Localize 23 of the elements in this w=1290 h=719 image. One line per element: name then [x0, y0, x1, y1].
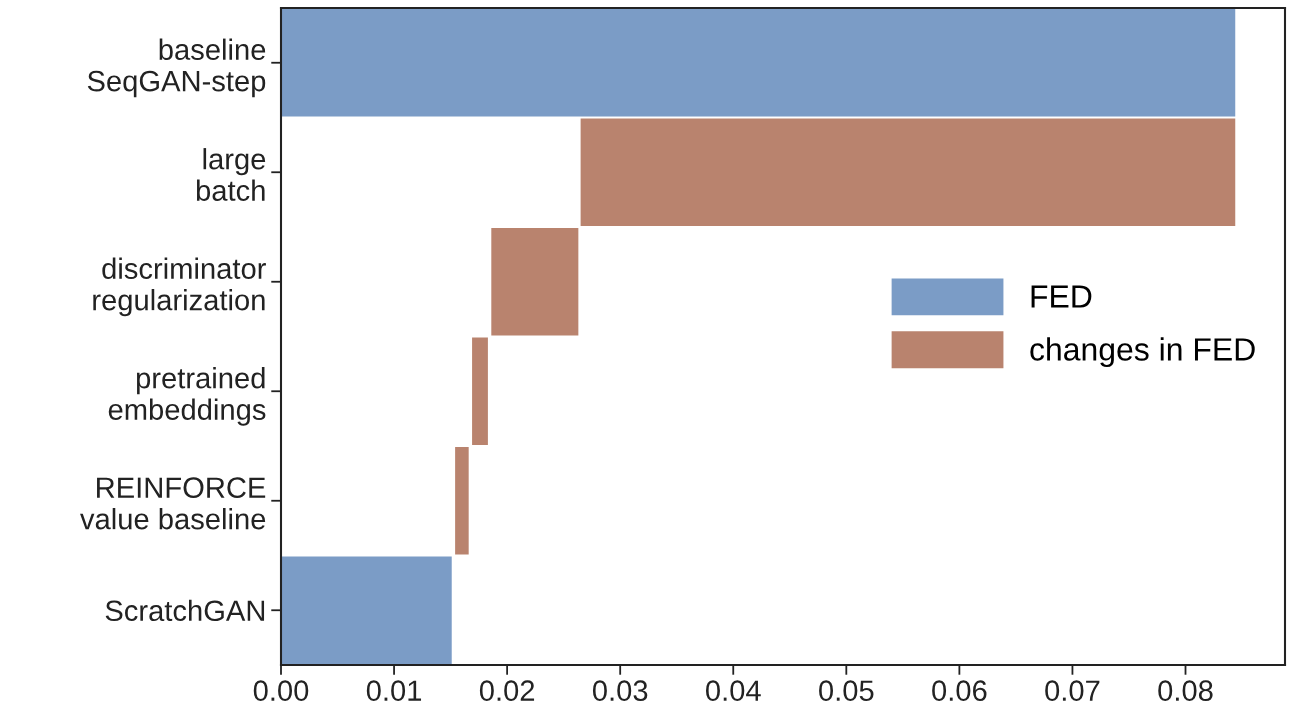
x-tick-label: 0.05 [819, 680, 874, 702]
y-tick-label: discriminator regularization [93, 257, 266, 317]
bar [281, 556, 452, 664]
y-tick-label: baseline SeqGAN-step [87, 38, 266, 98]
x-tick-label: 0.02 [479, 680, 535, 702]
y-tick-label: pretrained embeddings [108, 367, 266, 426]
bar [491, 228, 579, 336]
legend-label: changes in FED [1030, 337, 1255, 368]
x-tick-label: 0.04 [706, 680, 761, 702]
x-tick-label: 0.06 [932, 680, 987, 702]
y-tick-label: ScratchGAN [105, 599, 265, 622]
y-tick-label: REINFORCE value baseline [80, 477, 266, 530]
legend-label: FED [1031, 285, 1092, 308]
x-tick-label: 0.00 [253, 680, 309, 702]
bar [472, 337, 488, 445]
y-tick-label: large batch [196, 148, 266, 201]
bar [455, 447, 469, 555]
x-tick-label: 0.01 [366, 680, 422, 702]
x-tick-label: 0.03 [592, 680, 648, 702]
x-tick-label: 0.08 [1158, 680, 1213, 702]
bar [281, 9, 1236, 117]
x-tick-label: 0.07 [1045, 680, 1100, 702]
bar [580, 118, 1236, 226]
